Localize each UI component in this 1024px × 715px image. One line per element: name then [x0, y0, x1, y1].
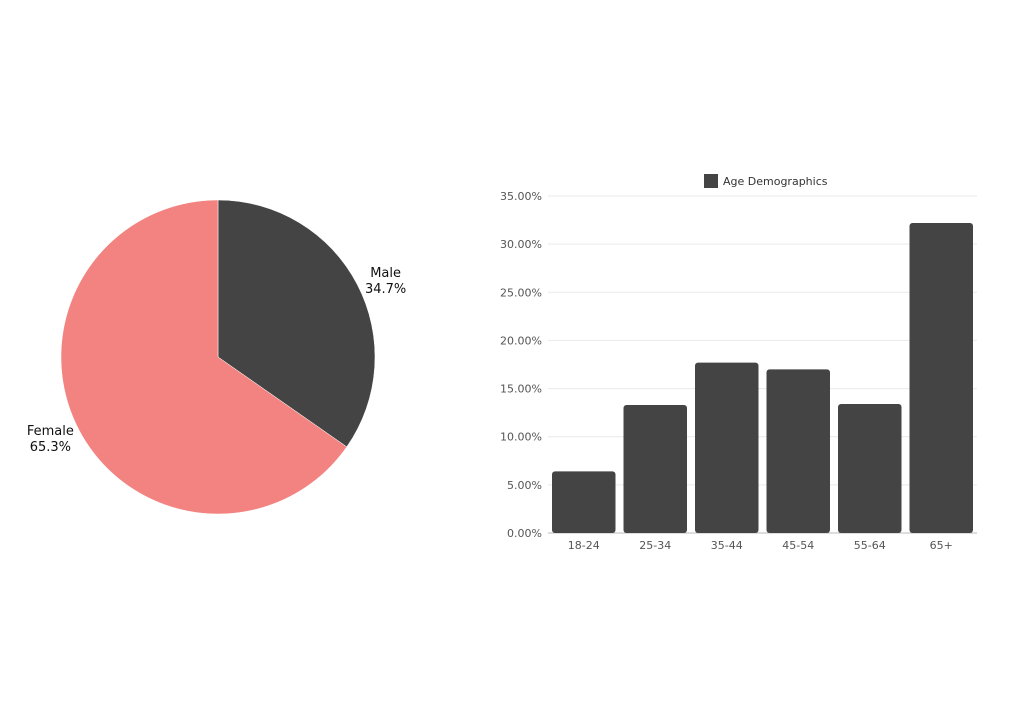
x-tick-label: 18-24: [568, 539, 600, 552]
y-tick-label: 30.00%: [500, 238, 542, 251]
pie-value-male: 34.7%: [365, 282, 406, 297]
bar-55-64[interactable]: [838, 403, 902, 533]
x-tick-label: 55-64: [854, 539, 886, 552]
x-tick-label: 65+: [930, 539, 953, 552]
y-tick-label: 10.00%: [500, 431, 542, 444]
x-tick-label: 35-44: [711, 539, 743, 552]
pie-slice-male[interactable]: [217, 199, 376, 448]
pie-slice-female[interactable]: [60, 199, 348, 515]
y-tick-label: 25.00%: [500, 286, 542, 299]
bar-18-24[interactable]: [552, 471, 616, 533]
y-tick-label: 5.00%: [507, 479, 542, 492]
legend-swatch[interactable]: [704, 174, 718, 188]
x-tick-label: 45-54: [782, 539, 814, 552]
bar-65+[interactable]: [909, 222, 974, 533]
x-tick-label: 25-34: [639, 539, 671, 552]
pie-label-male: Male: [370, 266, 401, 281]
pie-value-female: 65.3%: [30, 440, 71, 455]
legend-label[interactable]: Age Demographics: [723, 175, 828, 188]
age-demographics-bar-chart: 0.00% 5.00% 10.00% 15.00% 20.00% 25.00% 30.00%…: [500, 174, 977, 552]
y-tick-label: 20.00%: [500, 334, 542, 347]
y-tick-label: 35.00%: [500, 190, 542, 203]
bar-25-34[interactable]: [623, 404, 688, 533]
bar-45-54[interactable]: [766, 369, 831, 533]
y-tick-label: 0.00%: [507, 527, 542, 540]
pie-label-female: Female: [27, 424, 74, 439]
y-tick-label: 15.00%: [500, 383, 542, 396]
bar-35-44[interactable]: [695, 362, 759, 533]
